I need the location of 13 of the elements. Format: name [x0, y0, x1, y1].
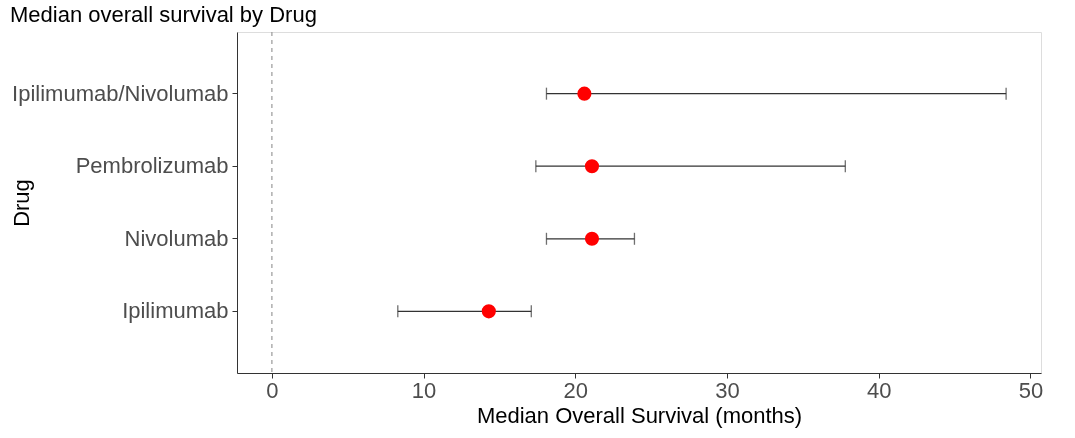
x-axis-title: Median Overall Survival (months)	[476, 402, 803, 428]
chart-title: Median overall survival by Drug	[10, 2, 317, 28]
y-axis-title: Drug	[8, 179, 34, 227]
x-tick-label: 20	[563, 377, 589, 403]
y-tick-label: Pembrolizumab	[75, 153, 229, 179]
x-tick-label: 10	[411, 377, 437, 403]
x-tick-label: 30	[715, 377, 740, 403]
x-tick-label: 40	[866, 377, 892, 403]
y-tick-label: Ipilimumab	[122, 298, 229, 324]
x-tick-label: 50	[1018, 377, 1044, 403]
y-tick-label: Nivolumab	[124, 225, 229, 251]
x-tick-label: 0	[266, 377, 279, 403]
y-tick-label: Ipilimumab/Nivolumab	[12, 80, 229, 106]
